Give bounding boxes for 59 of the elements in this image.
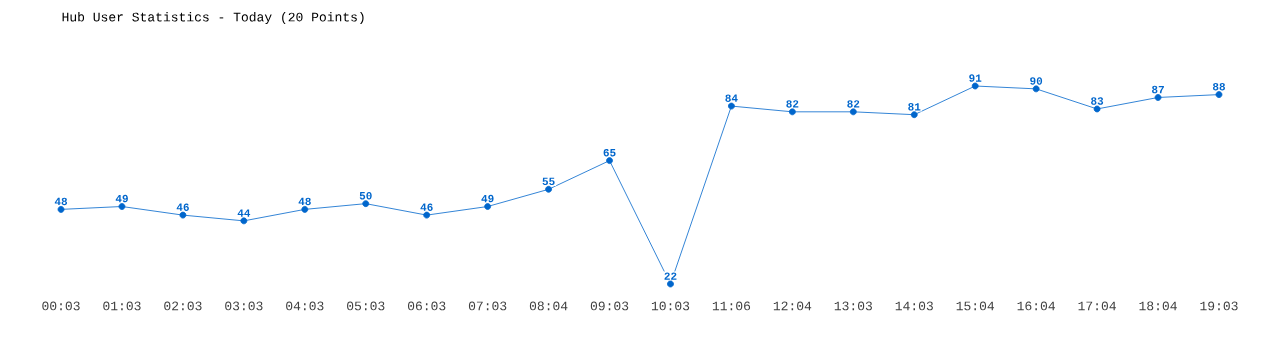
point [1215,91,1223,99]
data-label: 81 [908,103,921,111]
x-tick-label: 14:03 [895,301,933,311]
data-label: 44 [237,209,251,217]
point [910,111,918,119]
data-label: 46 [176,203,189,211]
x-tick-label: 03:03 [225,301,263,311]
data-label: 88 [1212,82,1225,91]
x-tick-label: 09:03 [590,301,629,311]
data-label: 91 [969,74,982,82]
point [667,280,674,288]
x-tick-label: 10:03 [651,301,690,311]
data-label: 82 [847,100,860,108]
data-label: 49 [481,194,494,203]
x-tick-label: 19:03 [1200,301,1238,311]
point [484,203,492,210]
x-tick-label: 08:04 [529,301,568,311]
point [362,200,370,208]
point [1093,105,1101,113]
x-tick-label: 13:03 [834,301,872,311]
x-tick-label: 02:03 [164,301,202,311]
point [1032,85,1040,93]
x-tick-label: 06:03 [407,301,446,311]
point [971,82,979,90]
data-label: 49 [115,194,128,203]
x-tick-label: 04:03 [286,301,324,311]
x-tick-label: 12:04 [773,301,812,311]
x-tick-label: 05:03 [347,301,385,311]
x-tick-label: 01:03 [103,301,141,311]
point [179,211,187,219]
point [849,108,857,116]
x-tick-label: 18:04 [1139,301,1177,311]
data-label: 48 [54,197,68,206]
point [423,211,431,219]
x-tick-label: 11:06 [712,301,751,311]
x-tick-label: 17:04 [1078,301,1116,311]
data-label: 83 [1091,97,1104,105]
point [1154,94,1162,101]
data-label: 48 [298,197,311,206]
x-tick-label: 07:03 [468,301,507,311]
point [240,217,248,225]
data-label: 22 [664,272,677,280]
point [118,203,126,210]
chart-title: Hub User Statistics - Today (20 Points) [62,11,364,25]
data-label: 50 [359,191,372,200]
data-label: 82 [786,100,799,108]
point [545,185,552,193]
x-tick-label: 16:04 [1017,301,1055,311]
data-label: 46 [420,203,433,211]
data-label: 84 [725,94,738,102]
x-tick-label: 15:04 [956,301,995,311]
data-label: 65 [603,148,616,157]
point [606,157,613,165]
data-label: 90 [1030,77,1043,85]
data-label: 87 [1152,85,1164,94]
data-label: 55 [542,177,555,186]
point [728,102,735,110]
x-tick-label: 00:03 [42,301,80,311]
point [788,108,796,116]
